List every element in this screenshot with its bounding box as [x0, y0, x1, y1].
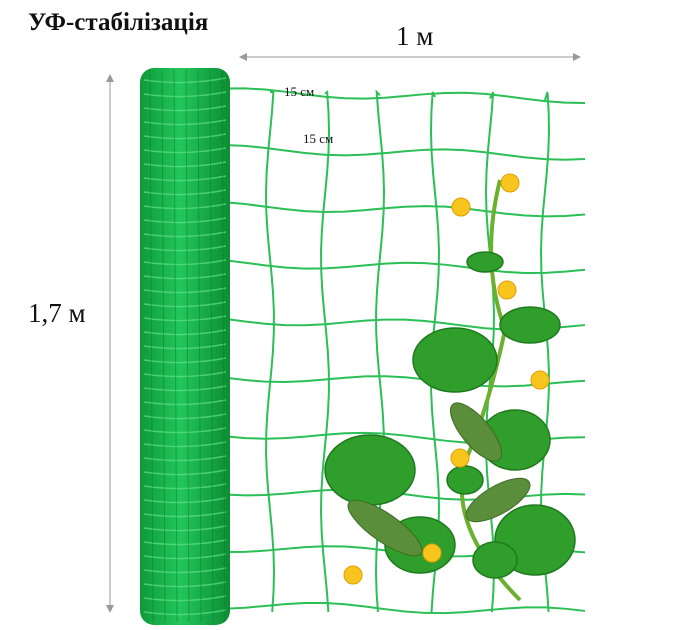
roll-texture	[143, 91, 227, 98]
roll-texture	[143, 371, 227, 378]
flower	[451, 197, 471, 217]
mesh-label: 15 см	[303, 131, 333, 146]
mesh-label: 15 см	[284, 84, 314, 99]
roll-texture	[143, 105, 227, 112]
cucumber-plant	[324, 173, 576, 602]
roll-texture	[143, 203, 227, 210]
flower	[530, 370, 550, 390]
roll-texture	[143, 357, 227, 364]
roll-texture	[143, 133, 227, 140]
roll-texture	[143, 595, 227, 602]
leaf	[324, 434, 416, 506]
leaf	[446, 465, 484, 495]
roll-texture	[143, 315, 227, 322]
leaf	[499, 306, 561, 344]
cucumber	[449, 402, 503, 462]
roll-texture	[143, 287, 227, 294]
roll-texture	[143, 567, 227, 574]
roll-texture	[143, 609, 227, 616]
net-strand	[224, 259, 586, 274]
roll-texture	[143, 231, 227, 238]
net-roll	[140, 68, 230, 625]
height-label: 1,7 м	[28, 298, 86, 328]
cucumber	[347, 499, 423, 557]
roll-texture	[143, 329, 227, 336]
net-strand	[224, 87, 586, 104]
roll-texture	[143, 581, 227, 588]
roll-texture	[143, 189, 227, 196]
net-strand	[320, 90, 331, 613]
roll-texture	[221, 69, 226, 623]
roll-texture	[185, 69, 190, 623]
net-strand	[224, 201, 586, 218]
roll-texture	[143, 77, 227, 84]
roll-texture	[161, 69, 166, 623]
roll-texture	[197, 69, 202, 623]
net-strand	[224, 602, 586, 615]
roll-texture	[143, 343, 227, 350]
roll-texture	[149, 69, 154, 623]
flower	[500, 173, 520, 193]
leaf	[412, 327, 498, 393]
cucumber	[465, 477, 531, 523]
roll-texture	[143, 301, 227, 308]
roll-texture	[143, 217, 227, 224]
roll-texture	[143, 119, 227, 126]
flower	[497, 280, 517, 300]
roll-texture	[143, 147, 227, 154]
net-strand	[484, 91, 495, 613]
roll-texture	[209, 69, 214, 623]
leaf	[466, 251, 504, 273]
flower	[422, 543, 442, 563]
flower	[450, 448, 470, 468]
net-strand	[265, 91, 276, 613]
width-label: 1 м	[396, 21, 433, 51]
roll-texture	[143, 273, 227, 280]
flower	[343, 565, 363, 585]
net-strand	[224, 375, 586, 388]
roll-texture	[143, 161, 227, 168]
roll-texture	[143, 245, 227, 252]
title: УФ-стабілізація	[28, 9, 208, 36]
roll-texture	[143, 259, 227, 266]
net-strand	[224, 143, 586, 161]
roll-texture	[143, 175, 227, 182]
leaf	[472, 541, 518, 579]
roll-texture	[173, 69, 178, 623]
